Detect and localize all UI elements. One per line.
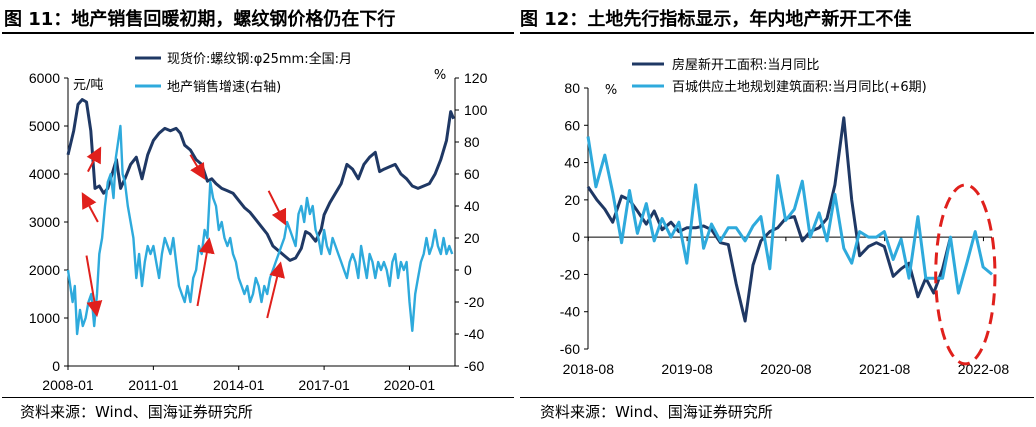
- right-tick-label: 100: [464, 102, 488, 118]
- y-tick-label: 20: [564, 192, 580, 208]
- legend-label: 地产销售增速(右轴): [167, 79, 281, 95]
- x-tick-label: 2017-01: [298, 377, 350, 393]
- left-tick-label: 5000: [29, 118, 60, 134]
- right-tick-label: 60: [464, 166, 480, 182]
- legend-label: 房屋新开工面积:当月同比: [672, 57, 819, 73]
- y-tick-label: 80: [564, 80, 580, 96]
- left-tick-label: 6000: [29, 70, 60, 86]
- right-tick-label: 20: [464, 230, 480, 246]
- right-tick-label: 120: [464, 70, 488, 86]
- trend-arrow: [266, 261, 285, 319]
- right-tick-label: 0: [464, 262, 472, 278]
- x-tick-label: 2020-08: [760, 361, 812, 377]
- source-rule-right: [520, 397, 1034, 398]
- figure-12-source: 资料来源：Wind、国海证券研究所: [540, 403, 773, 421]
- x-tick-label: 2018-08: [563, 361, 615, 377]
- x-tick-label: 2014-01: [213, 377, 265, 393]
- figure-11-title: 图 11：地产销售回暖初期，螺纹钢价格仍在下行: [4, 9, 396, 30]
- y-tick-label: -60: [560, 341, 580, 357]
- trend-arrow: [189, 154, 206, 180]
- left-tick-label: 0: [52, 358, 60, 374]
- trend-arrow: [196, 237, 215, 307]
- y-tick-label: 60: [564, 117, 580, 133]
- right-tick-label: -60: [464, 358, 484, 374]
- property-sales-line: [66, 124, 454, 336]
- legend-label: 百城供应土地规划建筑面积:当月同比(+6期): [672, 79, 927, 95]
- x-tick-label: 2008-01: [42, 377, 94, 393]
- trend-arrow: [85, 255, 103, 318]
- left-axis-unit: 元/吨: [73, 78, 103, 93]
- trend-arrow: [267, 190, 287, 226]
- title-rule-right: [520, 32, 1034, 34]
- rebar-price-line: [66, 98, 455, 262]
- x-tick-label: 2019-08: [661, 361, 713, 377]
- highlight-ellipse: [934, 183, 997, 366]
- figure-12-title: 图 12：土地先行指标显示，年内地产新开工不佳: [520, 9, 912, 30]
- left-tick-label: 1000: [29, 310, 60, 326]
- source-rule-left: [2, 397, 514, 398]
- left-tick-label: 3000: [29, 214, 60, 230]
- right-axis-unit: %: [434, 68, 446, 83]
- x-tick-label: 2011-01: [128, 377, 179, 393]
- title-rule-left: [2, 32, 514, 34]
- x-tick-label: 2022-08: [958, 361, 1010, 377]
- trend-arrow: [86, 146, 102, 173]
- y-tick-label: -40: [560, 304, 580, 320]
- x-tick-label: 2020-01: [384, 377, 436, 393]
- y-tick-label: 40: [564, 155, 580, 171]
- right-tick-label: 80: [464, 134, 480, 150]
- figure-11-source: 资料来源：Wind、国海证券研究所: [20, 403, 253, 421]
- right-tick-label: -20: [464, 294, 484, 310]
- land-supply-line: [586, 136, 993, 295]
- right-tick-label: -40: [464, 326, 484, 342]
- left-tick-label: 2000: [29, 262, 60, 278]
- y-tick-label: -20: [560, 266, 580, 282]
- right-tick-label: 40: [464, 198, 480, 214]
- trend-arrow: [81, 192, 99, 223]
- x-tick-label: 2021-08: [859, 361, 911, 377]
- left-tick-label: 4000: [29, 166, 60, 182]
- y-axis-unit: %: [605, 83, 617, 98]
- legend-label: 现货价:螺纹钢:φ25mm:全国:月: [167, 51, 352, 67]
- y-tick-label: 0: [572, 229, 580, 245]
